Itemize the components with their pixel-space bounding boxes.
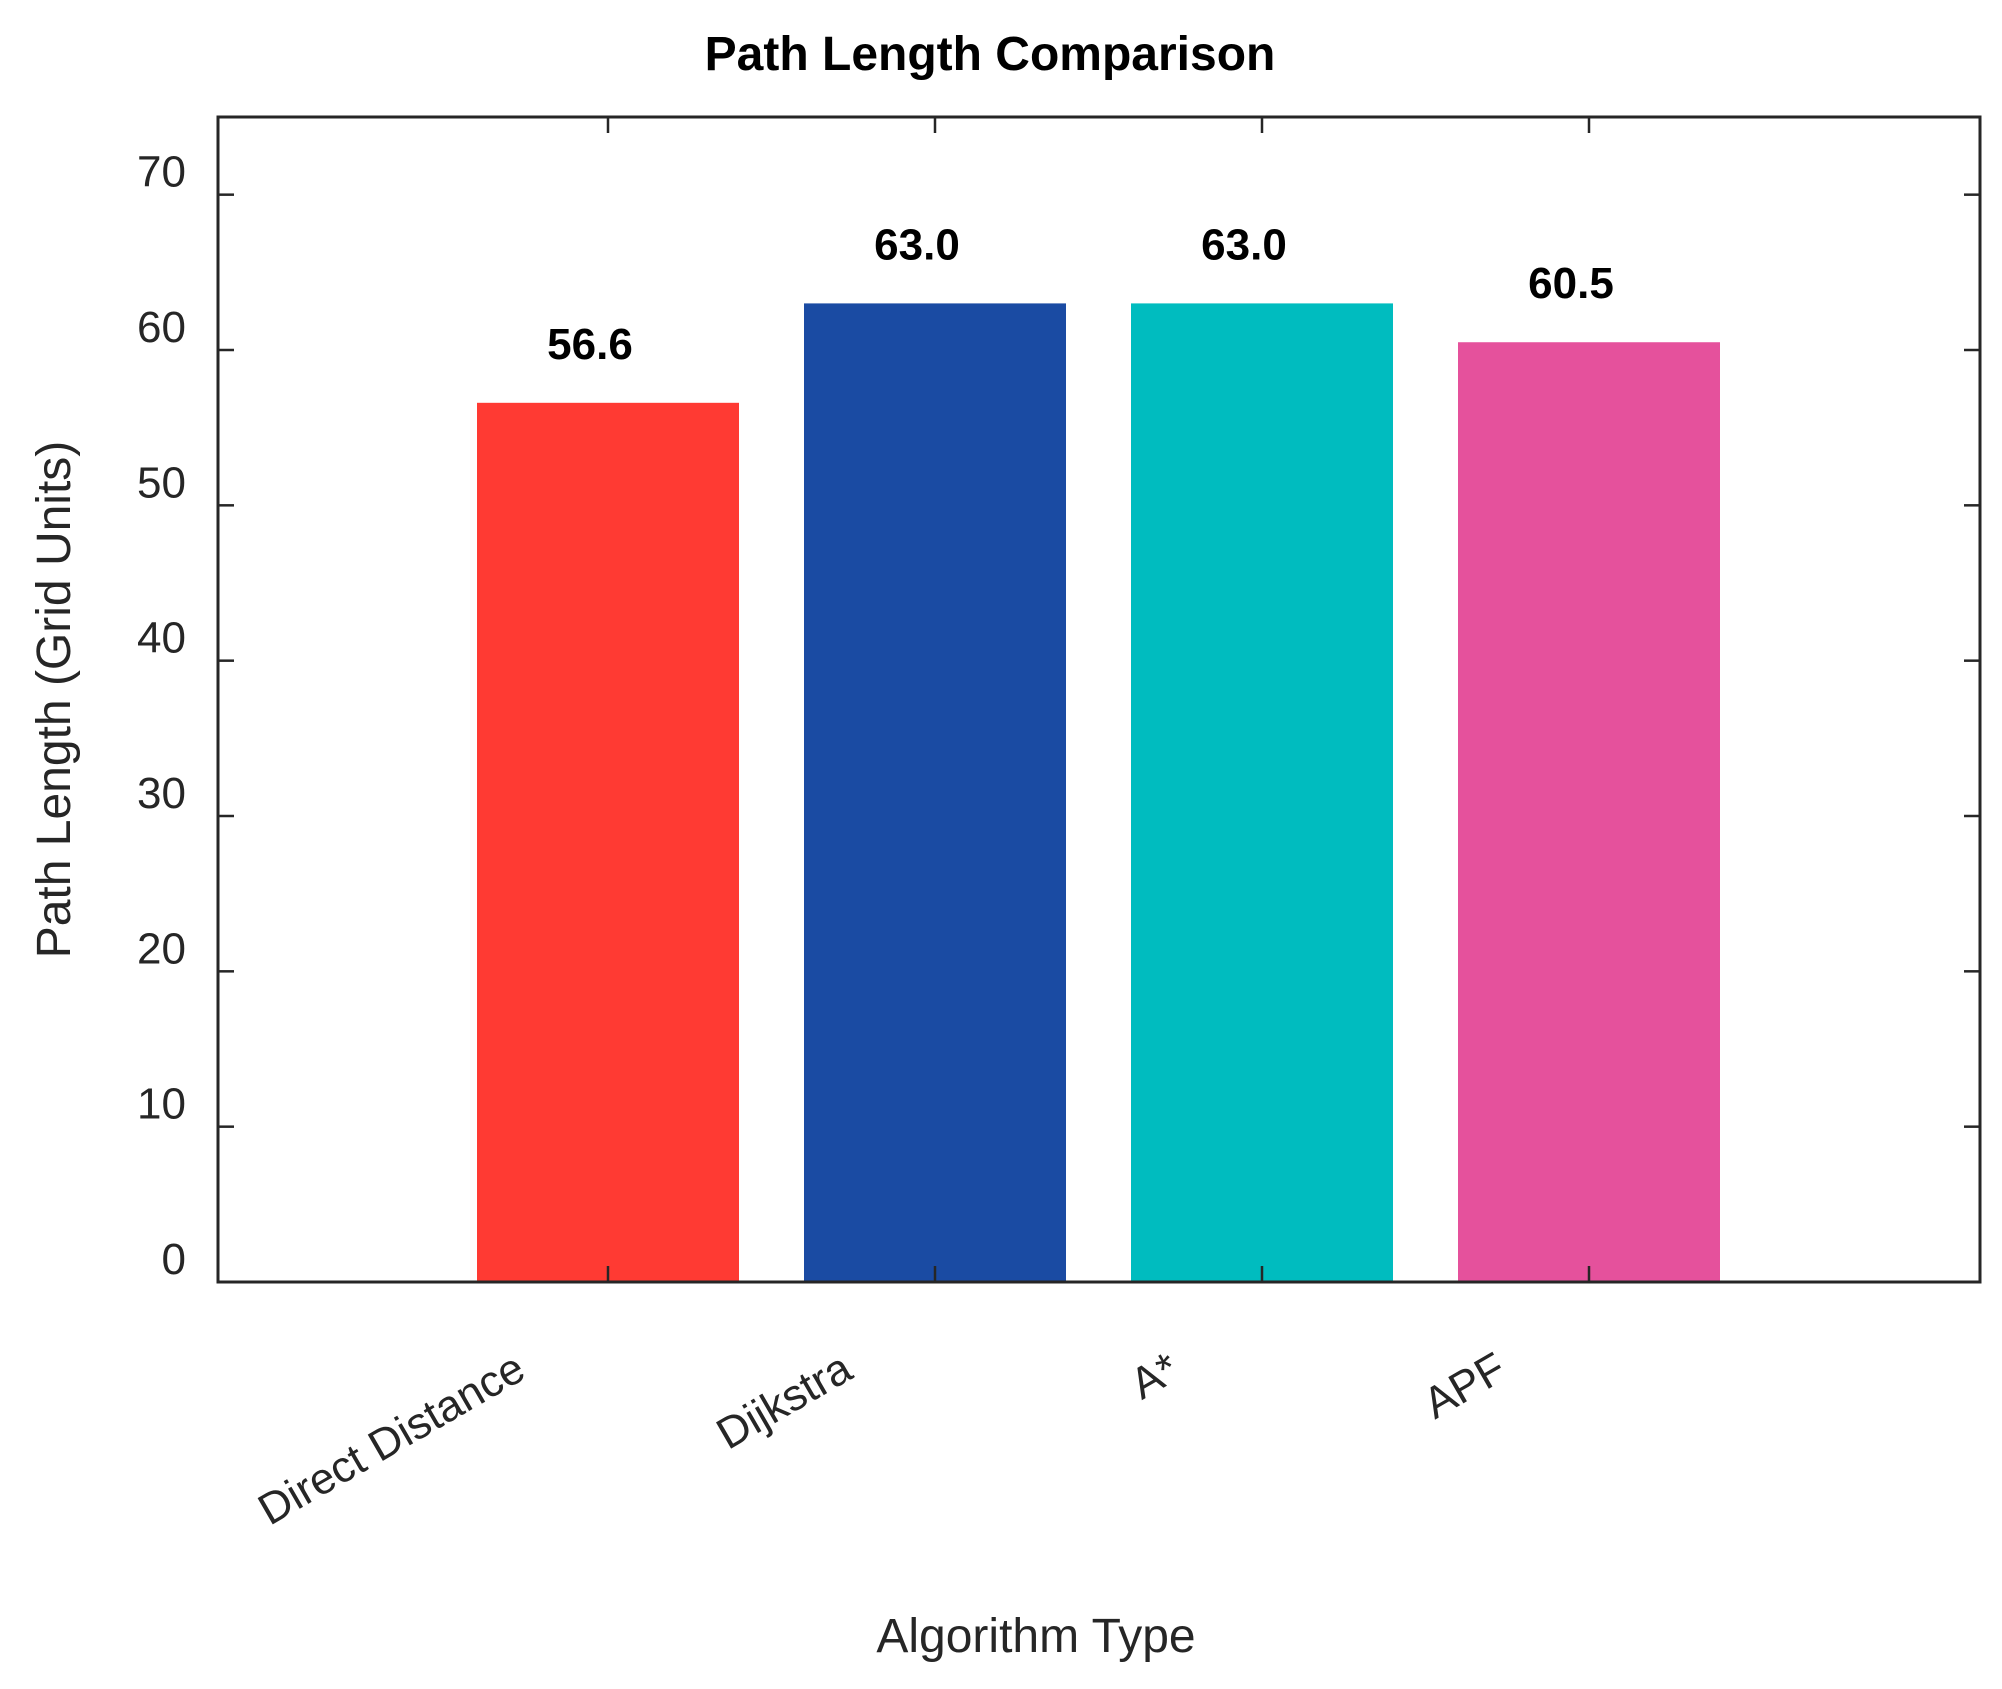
x-axis-tick-labels: Direct Distance Dijkstra A* APF — [250, 1343, 1514, 1535]
data-label-3: 60.5 — [1528, 259, 1614, 308]
data-label-0: 56.6 — [547, 320, 633, 369]
x-tick-label-3: APF — [1415, 1343, 1514, 1428]
y-tick-label-1: 10 — [137, 1080, 186, 1129]
data-labels: 56.6 63.0 63.0 60.5 — [547, 220, 1614, 368]
bars — [477, 303, 1720, 1282]
bar-3 — [1458, 342, 1720, 1282]
y-tick-label-3: 30 — [137, 769, 186, 818]
plot-frame — [216, 115, 1982, 1284]
x-tick-label-0: Direct Distance — [250, 1343, 533, 1535]
bar-0 — [477, 402, 739, 1282]
y-axis-label: Path Length (Grid Units) — [28, 441, 81, 959]
y-tick-label-4: 40 — [137, 614, 186, 663]
y-tick-label-6: 60 — [137, 303, 186, 352]
y-tick-label-5: 50 — [137, 458, 186, 507]
y-axis-tick-labels: 0 10 20 30 40 50 60 70 — [137, 148, 186, 1284]
y-tick-label-7: 70 — [137, 148, 186, 197]
x-tick-label-2: A* — [1122, 1343, 1187, 1409]
x-axis-label: Algorithm Type — [876, 1610, 1195, 1663]
y-tick-label-2: 20 — [137, 924, 186, 973]
bar-2 — [1131, 303, 1393, 1282]
axis-ticks — [218, 117, 1980, 1284]
data-label-2: 63.0 — [1201, 220, 1287, 269]
bar-1 — [804, 303, 1066, 1282]
data-label-1: 63.0 — [874, 220, 960, 269]
y-tick-label-0: 0 — [162, 1235, 186, 1284]
chart-title: Path Length Comparison — [705, 28, 1276, 81]
x-tick-label-1: Dijkstra — [708, 1343, 860, 1459]
